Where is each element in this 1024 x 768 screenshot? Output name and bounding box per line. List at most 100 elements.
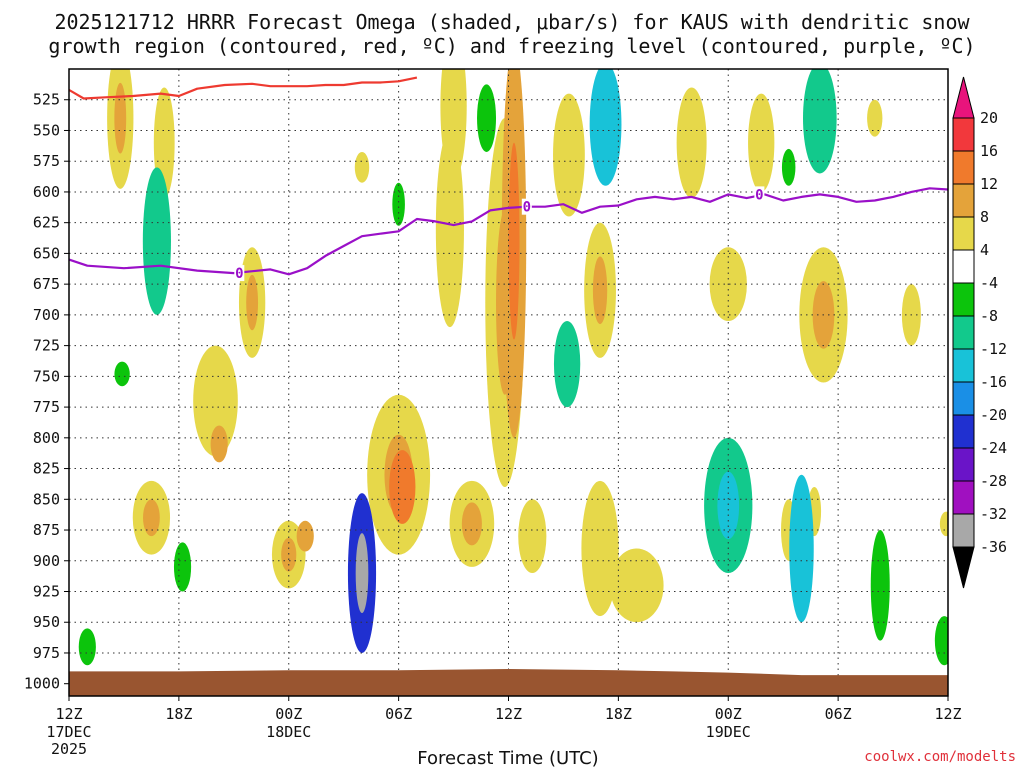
x-tick-label: 06Z — [825, 705, 852, 723]
y-tick-label: 975 — [33, 644, 60, 662]
omega-negative-cell-13 — [870, 530, 890, 641]
y-axis-ticks: 525 550 575 600 625 650 675 700 725 750 775 800 825 8… — [24, 91, 69, 693]
omega-positive-cell-8 — [354, 151, 370, 183]
y-tick-label: 925 — [33, 583, 60, 601]
colorbar-tick-label: -24 — [980, 439, 1007, 457]
omega-negative-cell-7 — [553, 321, 581, 408]
colorbar-bottom-arrow — [952, 546, 975, 589]
omega-positive-cell-7 — [296, 520, 314, 552]
omega-positive-cell-core-2 — [143, 499, 160, 537]
x-tick-label: 00Z — [715, 705, 742, 723]
omega-positive-cell-15 — [440, 69, 467, 180]
colorbar-swatch — [952, 348, 975, 383]
omega-negative-cell-8 — [589, 69, 622, 186]
omega-positive-cell-11 — [435, 130, 464, 328]
x-tick-label: 12Z — [55, 705, 82, 723]
omega-positive-cell-core-18 — [592, 256, 608, 325]
colorbar-swatch — [952, 513, 975, 548]
colorbar-tick-label: -8 — [980, 307, 998, 325]
colorbar-tick-label: 20 — [980, 109, 998, 127]
x-tick-label: 00Z — [275, 705, 302, 723]
omega-positive-cell-core-0 — [114, 82, 127, 154]
colorbar-swatch — [952, 480, 975, 515]
terrain-layer — [69, 669, 948, 696]
omega-positive-cell-20 — [609, 548, 664, 623]
y-tick-label: 650 — [33, 244, 60, 262]
colorbar-tick-label: -16 — [980, 373, 1007, 391]
freezing-level-contour — [69, 187, 948, 276]
y-tick-label: 800 — [33, 429, 60, 447]
omega-positive-cell-4 — [210, 425, 228, 463]
colorbar-tick-label: -32 — [980, 505, 1007, 523]
y-tick-label: 700 — [33, 306, 60, 324]
colorbar-swatch — [952, 216, 975, 251]
colorbar-swatch — [952, 183, 975, 218]
omega-negative-cell-core-4 — [355, 533, 369, 614]
omega-negative-cell-2 — [78, 628, 96, 666]
x-tick-date-label: 18DEC — [266, 723, 311, 741]
omega-positive-cell-core-14 — [508, 142, 520, 340]
freezing-label-bg — [754, 186, 765, 203]
omega-negative-cell-10 — [781, 148, 796, 186]
omega-positive-cell-3 — [193, 345, 238, 457]
y-tick-label: 625 — [33, 214, 60, 232]
omega-negative-cell-6 — [477, 84, 497, 152]
colorbar-tick-label: 16 — [980, 142, 998, 160]
omega-positive-cell-16 — [518, 499, 547, 574]
freezing-label-bg — [234, 265, 245, 282]
omega-positive-cell-core-6 — [281, 537, 297, 572]
y-tick-label: 675 — [33, 275, 60, 293]
x-tick-label: 18Z — [165, 705, 192, 723]
colorbar-tick-label: -4 — [980, 274, 998, 292]
omega-positive-cell-core-12 — [461, 502, 482, 546]
omega-positive-cell-10 — [389, 450, 416, 524]
y-tick-label: 1000 — [24, 675, 60, 693]
freezing-label-bg — [521, 198, 532, 215]
chart-title-line-1: 2025121712 HRRR Forecast Omega (shaded, … — [54, 10, 970, 34]
y-tick-label: 950 — [33, 613, 60, 631]
omega-positive-cell-19 — [581, 480, 619, 617]
omega-negative-cell-1 — [114, 361, 130, 387]
y-tick-label: 600 — [33, 183, 60, 201]
y-tick-label: 775 — [33, 398, 60, 416]
freezing-level-label: 0 — [523, 200, 531, 216]
colorbar-swatch — [952, 282, 975, 317]
colorbar-tick-label: -20 — [980, 406, 1007, 424]
colorbar-top-arrow — [952, 76, 975, 119]
contour-lines-layer: 0 0 0 — [69, 76, 948, 282]
x-axis-label: Forecast Time (UTC) — [417, 748, 598, 768]
colorbar: 20 16 12 8 4 -4 -8 -12 -16 -20 -24 -28 -32 -36 — [952, 76, 1007, 589]
omega-positive-cell-core-5 — [246, 274, 259, 331]
omega-negative-cell-14 — [934, 616, 948, 666]
y-tick-label: 875 — [33, 521, 60, 539]
omega-negative-cell-11 — [802, 69, 837, 174]
freezing-level-label: 0 — [235, 266, 243, 282]
dendritic-growth-contour — [69, 76, 418, 100]
x-tick-label: 18Z — [605, 705, 632, 723]
y-tick-label: 850 — [33, 490, 60, 508]
y-tick-label: 750 — [33, 367, 60, 385]
colorbar-tick-label: -28 — [980, 472, 1007, 490]
x-tick-label: 12Z — [934, 705, 961, 723]
x-tick-date-label: 17DEC — [46, 723, 91, 741]
omega-positive-cell-17 — [553, 93, 585, 217]
x-tick-label: 06Z — [385, 705, 412, 723]
x-tick-year-label: 2025 — [51, 740, 87, 758]
y-tick-label: 575 — [33, 152, 60, 170]
colorbar-swatch — [952, 414, 975, 449]
y-tick-label: 825 — [33, 460, 60, 478]
credit-link[interactable]: coolwx.com/modelts — [864, 749, 1016, 765]
omega-negative-cell-12 — [789, 474, 814, 623]
omega-positive-cell-21 — [676, 87, 707, 199]
chart-title-line-2: growth region (contoured, red, ºC) and f… — [48, 34, 975, 58]
colorbar-swatch — [952, 249, 975, 284]
omega-positive-cell-29 — [939, 511, 948, 537]
colorbar-tick-label: -36 — [980, 538, 1007, 556]
omega-negative-cell-3 — [173, 542, 192, 592]
colorbar-tick-label: 8 — [980, 208, 989, 226]
x-tick-label: 12Z — [495, 705, 522, 723]
omega-negative-cell-0 — [142, 167, 171, 315]
colorbar-tick-label: 12 — [980, 175, 998, 193]
